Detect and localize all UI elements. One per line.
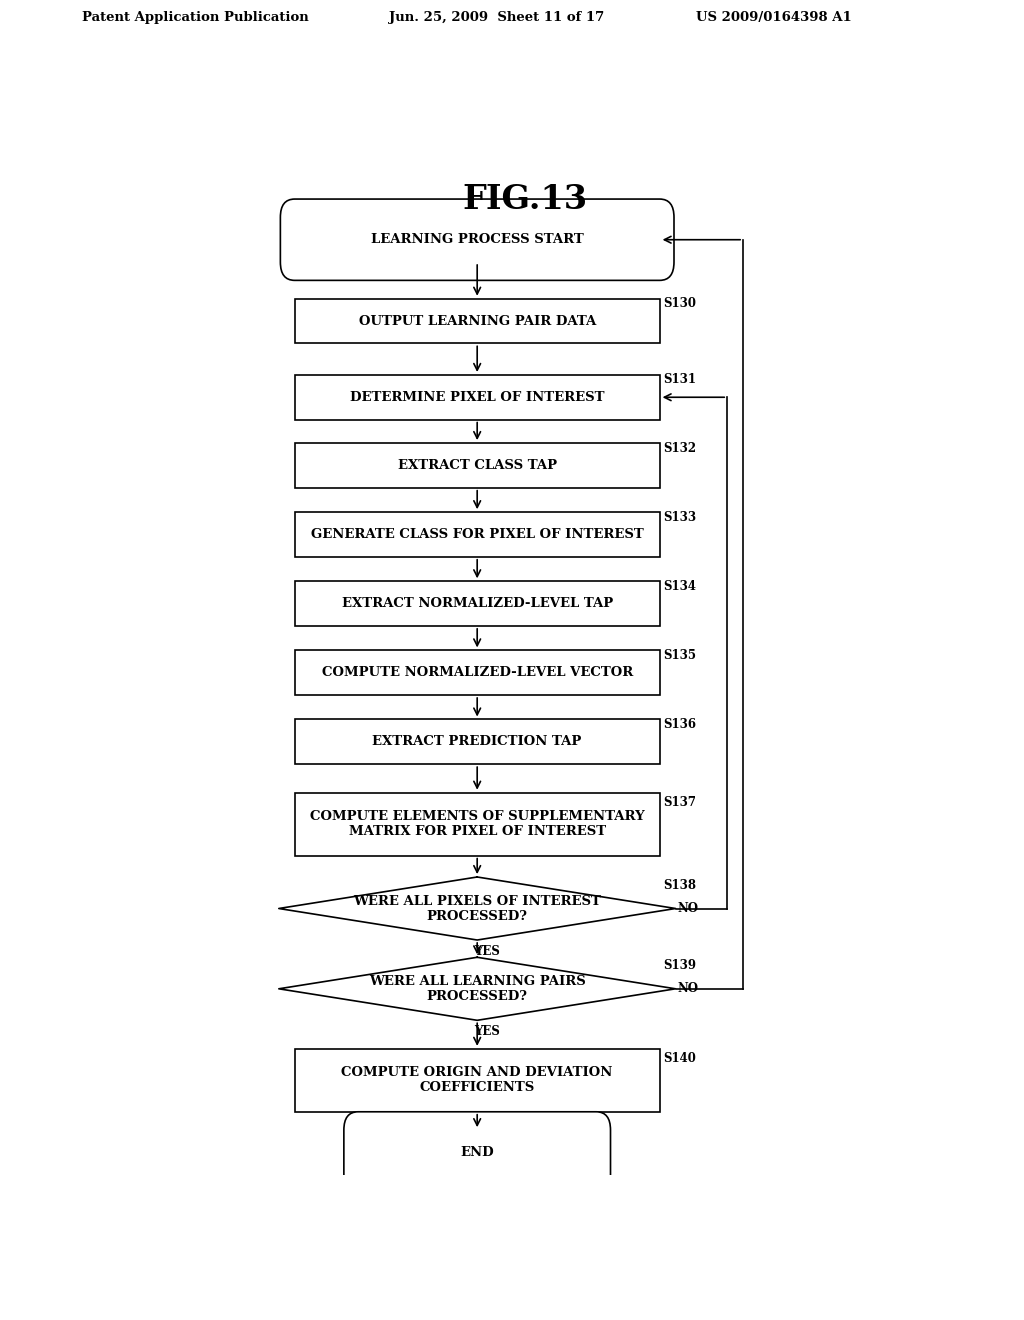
FancyBboxPatch shape: [295, 298, 659, 343]
Text: EXTRACT PREDICTION TAP: EXTRACT PREDICTION TAP: [373, 735, 582, 748]
Text: END: END: [461, 1146, 494, 1159]
Text: S132: S132: [664, 442, 696, 454]
Text: S138: S138: [664, 879, 696, 891]
Text: S136: S136: [664, 718, 696, 731]
Text: S134: S134: [664, 579, 696, 593]
Text: FIG.13: FIG.13: [462, 182, 588, 215]
Polygon shape: [279, 957, 676, 1020]
Text: WERE ALL LEARNING PAIRS
PROCESSED?: WERE ALL LEARNING PAIRS PROCESSED?: [369, 974, 586, 1003]
Text: S139: S139: [664, 958, 696, 972]
Text: S131: S131: [664, 374, 696, 387]
Text: Patent Application Publication: Patent Application Publication: [82, 11, 308, 24]
Text: NO: NO: [678, 902, 699, 915]
FancyBboxPatch shape: [295, 1049, 659, 1111]
Text: YES: YES: [474, 1026, 500, 1039]
Polygon shape: [279, 876, 676, 940]
FancyBboxPatch shape: [295, 512, 659, 557]
FancyBboxPatch shape: [295, 719, 659, 764]
Text: S130: S130: [664, 297, 696, 310]
Text: US 2009/0164398 A1: US 2009/0164398 A1: [696, 11, 852, 24]
FancyBboxPatch shape: [344, 1111, 610, 1193]
Text: S133: S133: [664, 511, 696, 524]
Text: COMPUTE ORIGIN AND DEVIATION
COEFFICIENTS: COMPUTE ORIGIN AND DEVIATION COEFFICIENT…: [341, 1067, 613, 1094]
Text: DETERMINE PIXEL OF INTEREST: DETERMINE PIXEL OF INTEREST: [350, 391, 604, 404]
Text: YES: YES: [474, 945, 500, 958]
FancyBboxPatch shape: [295, 444, 659, 487]
FancyBboxPatch shape: [295, 651, 659, 696]
Text: NO: NO: [678, 982, 699, 995]
FancyBboxPatch shape: [295, 375, 659, 420]
Text: EXTRACT CLASS TAP: EXTRACT CLASS TAP: [397, 459, 557, 471]
Text: S137: S137: [664, 796, 696, 809]
FancyBboxPatch shape: [295, 581, 659, 626]
FancyBboxPatch shape: [295, 792, 659, 855]
Text: EXTRACT NORMALIZED-LEVEL TAP: EXTRACT NORMALIZED-LEVEL TAP: [342, 597, 612, 610]
Text: Jun. 25, 2009  Sheet 11 of 17: Jun. 25, 2009 Sheet 11 of 17: [389, 11, 604, 24]
Text: OUTPUT LEARNING PAIR DATA: OUTPUT LEARNING PAIR DATA: [358, 314, 596, 327]
Text: WERE ALL PIXELS OF INTEREST
PROCESSED?: WERE ALL PIXELS OF INTEREST PROCESSED?: [353, 895, 601, 923]
FancyBboxPatch shape: [281, 199, 674, 280]
Text: COMPUTE NORMALIZED-LEVEL VECTOR: COMPUTE NORMALIZED-LEVEL VECTOR: [322, 667, 633, 680]
Text: GENERATE CLASS FOR PIXEL OF INTEREST: GENERATE CLASS FOR PIXEL OF INTEREST: [311, 528, 643, 541]
Text: COMPUTE ELEMENTS OF SUPPLEMENTARY
MATRIX FOR PIXEL OF INTEREST: COMPUTE ELEMENTS OF SUPPLEMENTARY MATRIX…: [310, 810, 644, 838]
Text: LEARNING PROCESS START: LEARNING PROCESS START: [371, 234, 584, 247]
Text: S140: S140: [664, 1052, 696, 1065]
Text: S135: S135: [664, 649, 696, 661]
